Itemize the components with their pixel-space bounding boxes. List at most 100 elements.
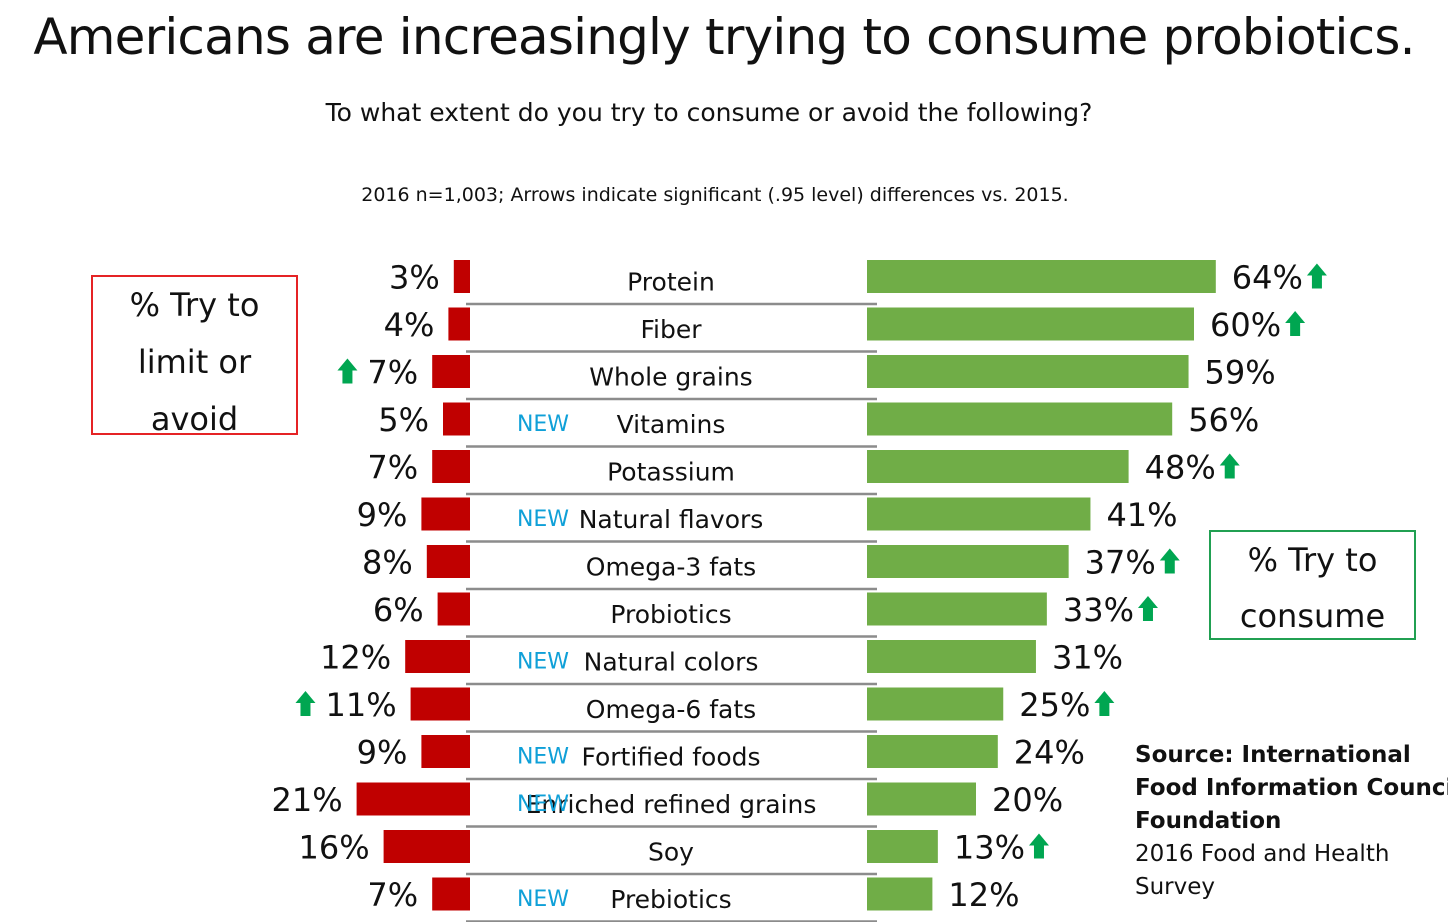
category-label: Omega-3 fats	[586, 553, 756, 582]
significant-increase-icon	[1306, 263, 1327, 289]
avoid-value-label: 4%	[384, 306, 435, 344]
source-line: Foundation	[1135, 808, 1282, 834]
consume-value-label: 13%	[954, 829, 1025, 867]
consume-bar	[867, 782, 976, 816]
avoid-value-label: 7%	[367, 354, 418, 392]
consume-value-label: 56%	[1188, 401, 1259, 439]
significant-increase-icon	[1159, 548, 1180, 574]
category-label: Whole grains	[589, 363, 752, 392]
significant-increase-icon	[1028, 833, 1049, 859]
avoid-bar	[421, 735, 470, 768]
category-label: Prebiotics	[610, 885, 731, 914]
category-label: Protein	[627, 268, 715, 297]
avoid-bar	[356, 782, 470, 816]
consume-bar	[867, 830, 938, 863]
category-label: Potassium	[607, 458, 735, 487]
category-label: Enriched refined grains	[526, 790, 817, 819]
consume-value-label: 41%	[1106, 496, 1177, 534]
avoid-value-label: 3%	[389, 259, 440, 297]
consume-bar	[867, 307, 1194, 341]
avoid-value-label: 9%	[357, 496, 408, 534]
significant-increase-icon	[1285, 311, 1306, 336]
sample-note: 2016 n=1,003; Arrows indicate significan…	[361, 184, 1069, 206]
consume-bar	[867, 260, 1216, 293]
consume-value-label: 60%	[1210, 306, 1281, 344]
avoid-bar	[432, 877, 470, 911]
avoid-bar	[383, 830, 470, 863]
avoid-value-label: 5%	[378, 401, 429, 439]
category-label: Vitamins	[617, 410, 726, 439]
category-label: Omega-6 fats	[586, 695, 756, 724]
survey-question: To what extent do you try to consume or …	[325, 98, 1093, 127]
avoid-bar	[437, 592, 470, 626]
significant-increase-icon	[1219, 453, 1240, 479]
avoid-value-label: 8%	[362, 544, 413, 582]
legend-avoid-line: avoid	[150, 400, 239, 438]
avoid-value-label: 16%	[298, 829, 369, 867]
category-label: Probiotics	[610, 600, 731, 629]
legend-avoid: % Try to limit or avoid	[91, 275, 298, 438]
consume-bar	[867, 355, 1189, 388]
consume-bar	[867, 402, 1173, 436]
consume-bar	[867, 545, 1069, 578]
consume-value-label: 12%	[948, 876, 1019, 914]
avoid-value-label: 9%	[357, 734, 408, 772]
source-line: Food Information Council	[1135, 775, 1448, 801]
category-label: Soy	[648, 838, 694, 867]
significant-increase-icon	[337, 358, 358, 384]
avoid-bar	[453, 260, 470, 293]
avoid-bar	[432, 450, 470, 483]
category-label: Natural flavors	[579, 505, 764, 534]
category-label: Fiber	[640, 315, 702, 344]
avoid-value-label: 21%	[271, 781, 342, 819]
avoid-value-label: 11%	[325, 686, 396, 724]
consume-value-label: 64%	[1232, 259, 1303, 297]
category-label: Natural colors	[584, 648, 759, 677]
new-badge: NEW	[517, 745, 569, 770]
significant-increase-icon	[295, 691, 316, 716]
avoid-value-label: 6%	[373, 591, 424, 629]
avoid-bar	[421, 497, 470, 531]
legend-avoid-line: % Try to	[129, 286, 260, 324]
avoid-value-label: 7%	[367, 449, 418, 487]
avoid-bar	[410, 687, 470, 721]
consume-bar	[867, 497, 1091, 531]
new-badge: NEW	[517, 650, 569, 675]
avoid-value-label: 7%	[367, 876, 418, 914]
source-line: Source: International	[1135, 742, 1411, 768]
consume-bar	[867, 687, 1004, 721]
avoid-bar	[405, 640, 470, 673]
avoid-bar	[443, 402, 470, 436]
avoid-value-label: 12%	[320, 639, 391, 677]
legend-consume-line: consume	[1239, 597, 1386, 635]
consume-bar	[867, 450, 1129, 483]
significant-increase-icon	[1137, 596, 1158, 621]
consume-value-label: 31%	[1052, 639, 1123, 677]
consume-value-label: 24%	[1014, 734, 1085, 772]
legend-avoid-line: limit or	[137, 343, 252, 381]
page-title: Americans are increasingly trying to con…	[33, 8, 1415, 66]
consume-bar	[867, 592, 1047, 626]
significant-increase-icon	[1094, 691, 1115, 716]
source-line: Survey	[1135, 874, 1216, 900]
consume-bar	[867, 640, 1036, 673]
new-badge: NEW	[517, 412, 569, 437]
avoid-bar	[432, 355, 470, 388]
source-note: Source: International Food Information C…	[1135, 739, 1448, 904]
consume-value-label: 20%	[992, 781, 1063, 819]
legend-consume-line: % Try to	[1247, 541, 1378, 579]
new-badge: NEW	[517, 792, 569, 817]
new-badge: NEW	[517, 507, 569, 532]
consume-value-label: 33%	[1063, 591, 1134, 629]
consume-value-label: 37%	[1085, 544, 1156, 582]
source-line: 2016 Food and Health	[1135, 841, 1390, 867]
consume-bar	[867, 877, 933, 911]
avoid-bar	[426, 545, 470, 578]
category-label: Fortified foods	[581, 743, 760, 772]
legend-consume: % Try to consume	[1209, 530, 1416, 640]
avoid-bar	[448, 307, 470, 341]
consume-value-label: 48%	[1145, 449, 1216, 487]
new-badge: NEW	[517, 887, 569, 912]
consume-value-label: 25%	[1019, 686, 1090, 724]
